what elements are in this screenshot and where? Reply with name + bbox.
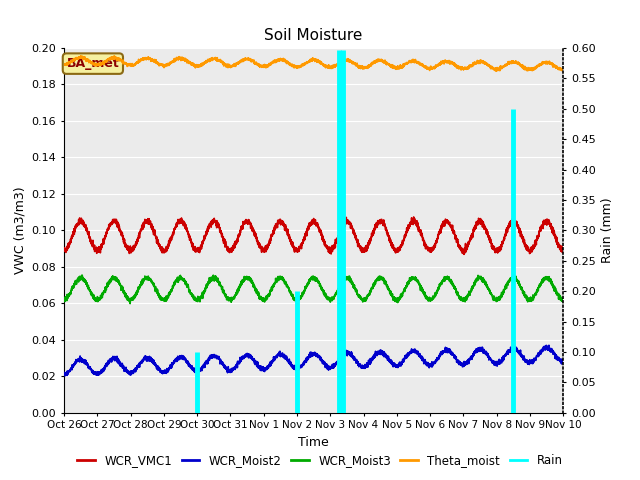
- Legend: WCR_VMC1, WCR_Moist2, WCR_Moist3, Theta_moist, Rain: WCR_VMC1, WCR_Moist2, WCR_Moist3, Theta_…: [72, 449, 568, 472]
- Y-axis label: Rain (mm): Rain (mm): [601, 198, 614, 263]
- Title: Soil Moisture: Soil Moisture: [264, 28, 363, 43]
- Y-axis label: VWC (m3/m3): VWC (m3/m3): [13, 187, 26, 274]
- Text: BA_met: BA_met: [67, 57, 119, 70]
- X-axis label: Time: Time: [298, 436, 329, 449]
